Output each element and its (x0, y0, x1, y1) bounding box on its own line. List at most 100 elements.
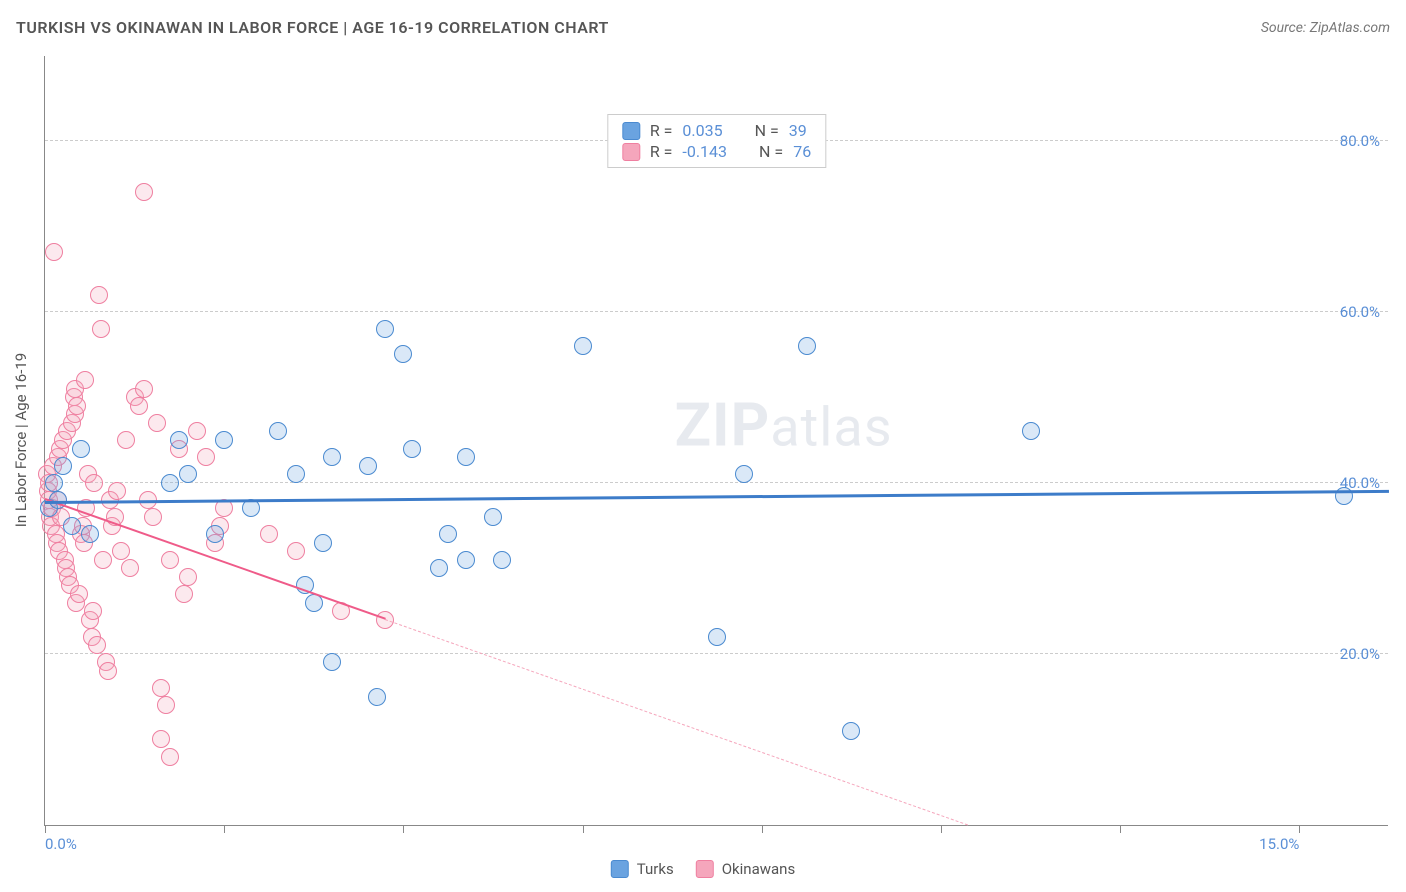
data-point (130, 397, 148, 415)
x-tick (762, 825, 763, 833)
data-point (161, 748, 179, 766)
data-point (157, 696, 175, 714)
legend-item-turks: Turks (611, 860, 674, 878)
gridline (45, 653, 1388, 654)
y-tick-label: 60.0% (1340, 303, 1380, 321)
data-point (45, 243, 63, 261)
data-point (206, 525, 224, 543)
data-point (439, 525, 457, 543)
x-tick (583, 825, 584, 833)
data-point (99, 662, 117, 680)
data-point (359, 457, 377, 475)
data-point (94, 551, 112, 569)
plot-area: ZIPatlas R = 0.035 N = 39 R = -0.143 N =… (44, 56, 1388, 826)
data-point (269, 422, 287, 440)
data-point (117, 431, 135, 449)
x-tick-label: 15.0% (1259, 835, 1299, 853)
n-value-okinawans: 76 (793, 142, 811, 161)
data-point (287, 542, 305, 560)
gridline (45, 311, 1388, 312)
n-value-turks: 39 (789, 121, 807, 140)
data-point (1022, 422, 1040, 440)
x-tick (1299, 825, 1300, 833)
data-point (368, 688, 386, 706)
r-label: R = (650, 142, 673, 161)
data-point (170, 431, 188, 449)
data-point (179, 568, 197, 586)
r-value-okinawans: -0.143 (682, 142, 727, 161)
watermark: ZIPatlas (675, 390, 893, 461)
data-point (188, 422, 206, 440)
data-point (457, 551, 475, 569)
legend-stats: R = 0.035 N = 39 R = -0.143 N = 76 (607, 114, 826, 168)
y-tick-label: 80.0% (1340, 132, 1380, 150)
data-point (76, 371, 94, 389)
data-point (376, 320, 394, 338)
data-point (70, 585, 88, 603)
data-point (92, 320, 110, 338)
data-point (323, 653, 341, 671)
data-point (403, 440, 421, 458)
data-point (457, 448, 475, 466)
legend-series: Turks Okinawans (611, 860, 795, 878)
data-point (197, 448, 215, 466)
source-label: Source: ZipAtlas.com (1261, 20, 1390, 36)
data-point (45, 474, 63, 492)
legend-row-okinawans: R = -0.143 N = 76 (622, 142, 811, 161)
data-point (161, 474, 179, 492)
data-point (175, 585, 193, 603)
data-point (88, 636, 106, 654)
y-axis-label: In Labor Force | Age 16-19 (12, 353, 30, 527)
swatch-turks (611, 860, 629, 878)
x-tick (403, 825, 404, 833)
data-point (54, 457, 72, 475)
data-point (161, 551, 179, 569)
data-point (708, 628, 726, 646)
data-point (314, 534, 332, 552)
data-point (90, 286, 108, 304)
data-point (68, 397, 86, 415)
chart-frame: TURKISH VS OKINAWAN IN LABOR FORCE | AGE… (0, 0, 1406, 892)
data-point (112, 542, 130, 560)
gridline (45, 482, 1388, 483)
data-point (81, 525, 99, 543)
chart-title: TURKISH VS OKINAWAN IN LABOR FORCE | AGE… (16, 18, 609, 37)
swatch-okinawans (622, 143, 640, 161)
title-bar: TURKISH VS OKINAWAN IN LABOR FORCE | AGE… (16, 18, 1390, 37)
data-point (144, 508, 162, 526)
data-point (135, 183, 153, 201)
data-point (735, 465, 753, 483)
data-point (152, 679, 170, 697)
x-tick-label: 0.0% (45, 835, 77, 853)
trend-line (45, 490, 1389, 504)
data-point (798, 337, 816, 355)
x-tick (224, 825, 225, 833)
data-point (394, 345, 412, 363)
n-label: N = (755, 121, 779, 140)
data-point (148, 414, 166, 432)
data-point (72, 440, 90, 458)
data-point (842, 722, 860, 740)
x-tick (45, 825, 46, 833)
legend-row-turks: R = 0.035 N = 39 (622, 121, 811, 140)
trend-line (385, 619, 968, 825)
data-point (85, 474, 103, 492)
data-point (260, 525, 278, 543)
data-point (179, 465, 197, 483)
data-point (63, 517, 81, 535)
data-point (152, 730, 170, 748)
r-value-turks: 0.035 (682, 121, 722, 140)
data-point (287, 465, 305, 483)
swatch-turks (622, 122, 640, 140)
swatch-okinawans (696, 860, 714, 878)
data-point (84, 602, 102, 620)
data-point (323, 448, 341, 466)
data-point (121, 559, 139, 577)
n-label: N = (759, 142, 783, 161)
y-tick-label: 20.0% (1340, 645, 1380, 663)
data-point (493, 551, 511, 569)
legend-item-okinawans: Okinawans (696, 860, 795, 878)
data-point (574, 337, 592, 355)
data-point (135, 380, 153, 398)
data-point (430, 559, 448, 577)
